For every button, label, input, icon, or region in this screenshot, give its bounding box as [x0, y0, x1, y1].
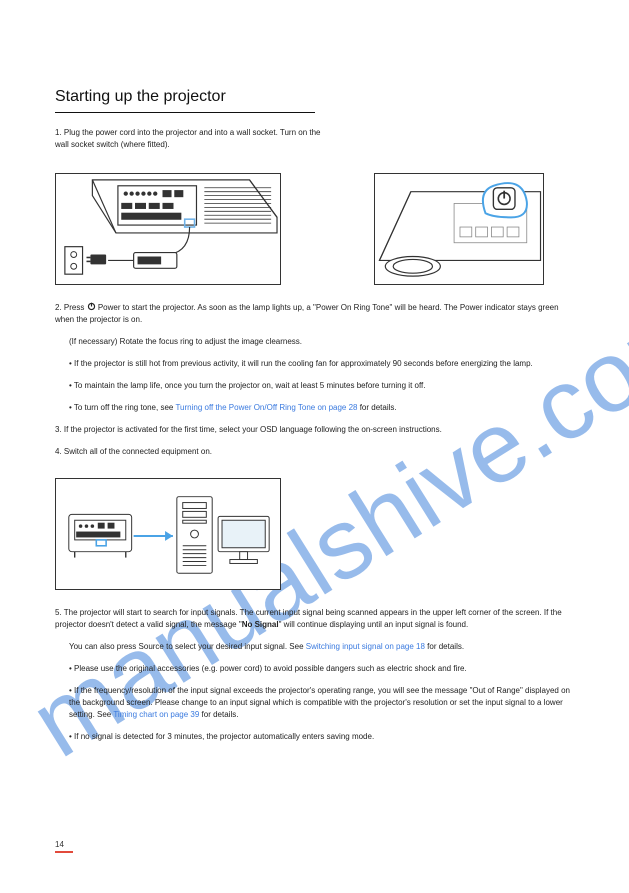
note-hot-projector: • If the projector is still hot from pre…: [69, 358, 574, 370]
step-2-text: 2. Press Power to start the projector. A…: [55, 302, 574, 326]
step-1-text: 1. Plug the power cord into the projecto…: [55, 127, 325, 151]
page-accent-underline: [55, 851, 73, 853]
power-button-callout: [483, 183, 527, 217]
page-number: 14: [55, 840, 73, 853]
section-title: Starting up the projector: [55, 88, 315, 113]
focus-ring-text: (If necessary) Rotate the focus ring to …: [69, 336, 574, 348]
step-3-text: 3. If the projector is activated for the…: [55, 424, 574, 436]
link-timing-chart[interactable]: Timing chart on page 39: [113, 710, 199, 719]
warn-no-signal: • If no signal is detected for 3 minutes…: [69, 731, 574, 743]
note-lamp-life: • To maintain the lamp life, once you tu…: [69, 380, 574, 392]
step-5-source-text: You can also press Source to select your…: [69, 641, 574, 653]
link-ring-tone[interactable]: Turning off the Power On/Off Ring Tone o…: [175, 403, 357, 412]
figure-power-button: [374, 173, 544, 285]
note-ring-tone: • To turn off the ring tone, see Turning…: [69, 402, 574, 414]
power-icon: [87, 302, 96, 311]
step-4-text: 4. Switch all of the connected equipment…: [55, 446, 574, 458]
warn-original-accessories: • Please use the original accessories (e…: [69, 663, 574, 675]
link-switching-input[interactable]: Switching input signal on page 18: [306, 642, 425, 651]
figure-connect-pc: [55, 478, 281, 590]
step-5-text: 5. The projector will start to search fo…: [55, 607, 574, 631]
figure-power-connection: [55, 173, 281, 285]
warn-out-of-range: • If the frequency/resolution of the inp…: [69, 685, 574, 721]
